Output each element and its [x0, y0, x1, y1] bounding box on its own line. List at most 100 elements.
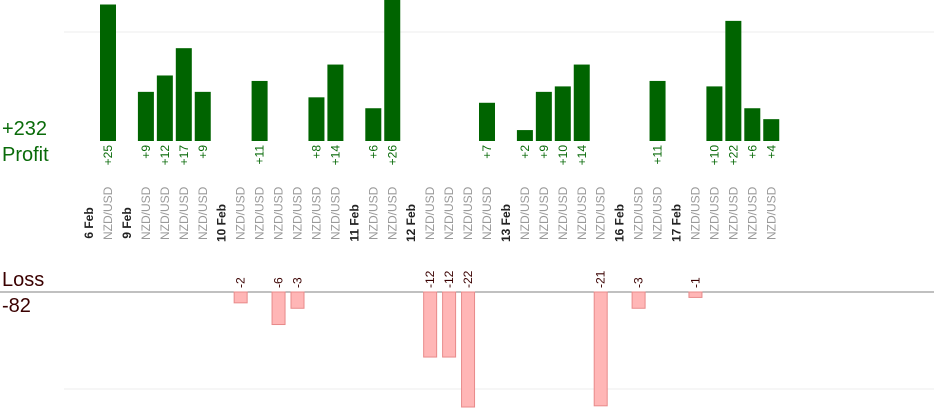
pair-label: NZD/USD	[291, 186, 305, 240]
pair-label: NZD/USD	[234, 186, 248, 240]
loss-bar	[461, 291, 476, 408]
profit-bar	[365, 108, 382, 141]
date-label: 9 Feb	[120, 207, 134, 238]
loss-label: Loss	[2, 269, 45, 291]
profit-value-label: +2	[518, 145, 532, 159]
pair-label: NZD/USD	[442, 186, 456, 240]
pair-label: NZD/USD	[745, 186, 759, 240]
profit-value-label: +14	[328, 145, 342, 166]
profit-value-label: +8	[309, 145, 323, 159]
pair-label: NZD/USD	[423, 186, 437, 240]
profit-bar	[156, 75, 173, 141]
profit-value-label: +9	[196, 145, 210, 159]
pair-label: NZD/USD	[101, 186, 115, 240]
date-label: 11 Feb	[347, 204, 361, 241]
date-label: 10 Feb	[215, 204, 229, 242]
loss-bar	[688, 291, 703, 298]
loss-value-label: -22	[461, 270, 475, 288]
loss-bar	[442, 291, 457, 358]
category-labels: 6 Feb NZD/USD 9 Feb NZD/USD NZD/USD NZD/USD NZ…	[82, 186, 778, 242]
profit-bar	[725, 20, 742, 142]
pair-label: NZD/USD	[196, 186, 210, 240]
pair-label: NZD/USD	[366, 186, 380, 240]
profit-label: Profit	[2, 144, 49, 166]
loss-bar	[290, 291, 305, 309]
pair-label: NZD/USD	[461, 186, 475, 240]
pair-label: NZD/USD	[253, 186, 267, 240]
profit-value-label: +6	[366, 145, 380, 159]
date-label: 16 Feb	[613, 204, 627, 242]
profit-bar	[137, 91, 154, 141]
pair-label: NZD/USD	[385, 186, 399, 240]
profit-bar	[763, 119, 780, 141]
profit-value-label: +9	[139, 145, 153, 159]
profit-total: +232	[2, 118, 48, 140]
profit-bar	[706, 86, 723, 141]
profit-value-label: +17	[177, 145, 191, 166]
profit-value-label: +9	[537, 145, 551, 159]
date-label: 13 Feb	[499, 204, 513, 242]
profit-bar	[649, 80, 666, 141]
pair-label: NZD/USD	[158, 186, 172, 240]
loss-value-label: -12	[423, 270, 437, 288]
profit-bar	[554, 86, 571, 141]
profit-value-label: +11	[651, 145, 665, 165]
loss-value-label: -6	[272, 277, 286, 288]
loss-bar	[423, 291, 438, 358]
profit-value-label: +6	[745, 145, 759, 159]
loss-value-label: -3	[291, 277, 305, 288]
profit-value-label: +12	[158, 145, 172, 166]
profit-bar	[744, 108, 761, 141]
profit-bar	[479, 102, 495, 141]
profit-bar	[251, 80, 268, 141]
profit-value-label: +26	[385, 145, 399, 166]
pair-label: NZD/USD	[328, 186, 342, 240]
date-label: 12 Feb	[404, 204, 418, 242]
date-label: 6 Feb	[82, 207, 96, 238]
pair-label: NZD/USD	[688, 186, 702, 240]
profit-value-label: +25	[101, 145, 115, 166]
pair-label: NZD/USD	[726, 186, 740, 240]
loss-bar	[271, 291, 286, 326]
loss-value-label: -12	[442, 270, 456, 288]
profit-value-label: +14	[575, 145, 589, 166]
loss-value-label: -21	[594, 270, 608, 288]
loss-value-label: -3	[632, 277, 646, 288]
pair-label: NZD/USD	[139, 186, 153, 240]
pair-label: NZD/USD	[575, 186, 589, 240]
pair-label: NZD/USD	[518, 186, 532, 240]
pair-label: NZD/USD	[480, 186, 494, 240]
pair-label: NZD/USD	[556, 186, 570, 240]
profit-bar	[516, 130, 533, 141]
pair-label: NZD/USD	[177, 186, 191, 240]
pair-label: NZD/USD	[272, 186, 286, 240]
loss-value-label: -1	[688, 277, 702, 288]
profit-value-label: +22	[726, 145, 740, 166]
pair-label: NZD/USD	[764, 186, 778, 240]
profit-bar	[573, 64, 590, 141]
profit-bar	[327, 64, 344, 141]
pair-label: NZD/USD	[309, 186, 323, 240]
pair-label: NZD/USD	[632, 186, 646, 240]
profit-bar	[384, 0, 401, 141]
profit-value-label: +7	[480, 145, 494, 159]
pair-label: NZD/USD	[651, 186, 665, 240]
loss-bar	[593, 291, 608, 407]
date-label: 17 Feb	[670, 204, 684, 242]
pair-label: NZD/USD	[537, 186, 551, 240]
loss-bar	[233, 291, 248, 304]
profit-bar	[535, 91, 552, 141]
profit-bar	[100, 4, 116, 141]
pair-label: NZD/USD	[707, 186, 721, 240]
profit-value-label: +11	[253, 145, 267, 165]
profit-bar	[175, 48, 192, 141]
loss-value-label: -2	[234, 277, 248, 288]
loss-bar	[631, 291, 646, 309]
profit-value-label: +10	[707, 145, 721, 166]
profit-bar	[194, 91, 211, 141]
value-labels: +25 +9 +12 +17 +9 -2 +11 -6 -3 +8 +14 +6 +26 -12 -12 -2…	[101, 145, 778, 288]
profit-value-label: +4	[764, 145, 778, 159]
loss-total: -82	[2, 295, 31, 317]
pair-label: NZD/USD	[594, 186, 608, 240]
